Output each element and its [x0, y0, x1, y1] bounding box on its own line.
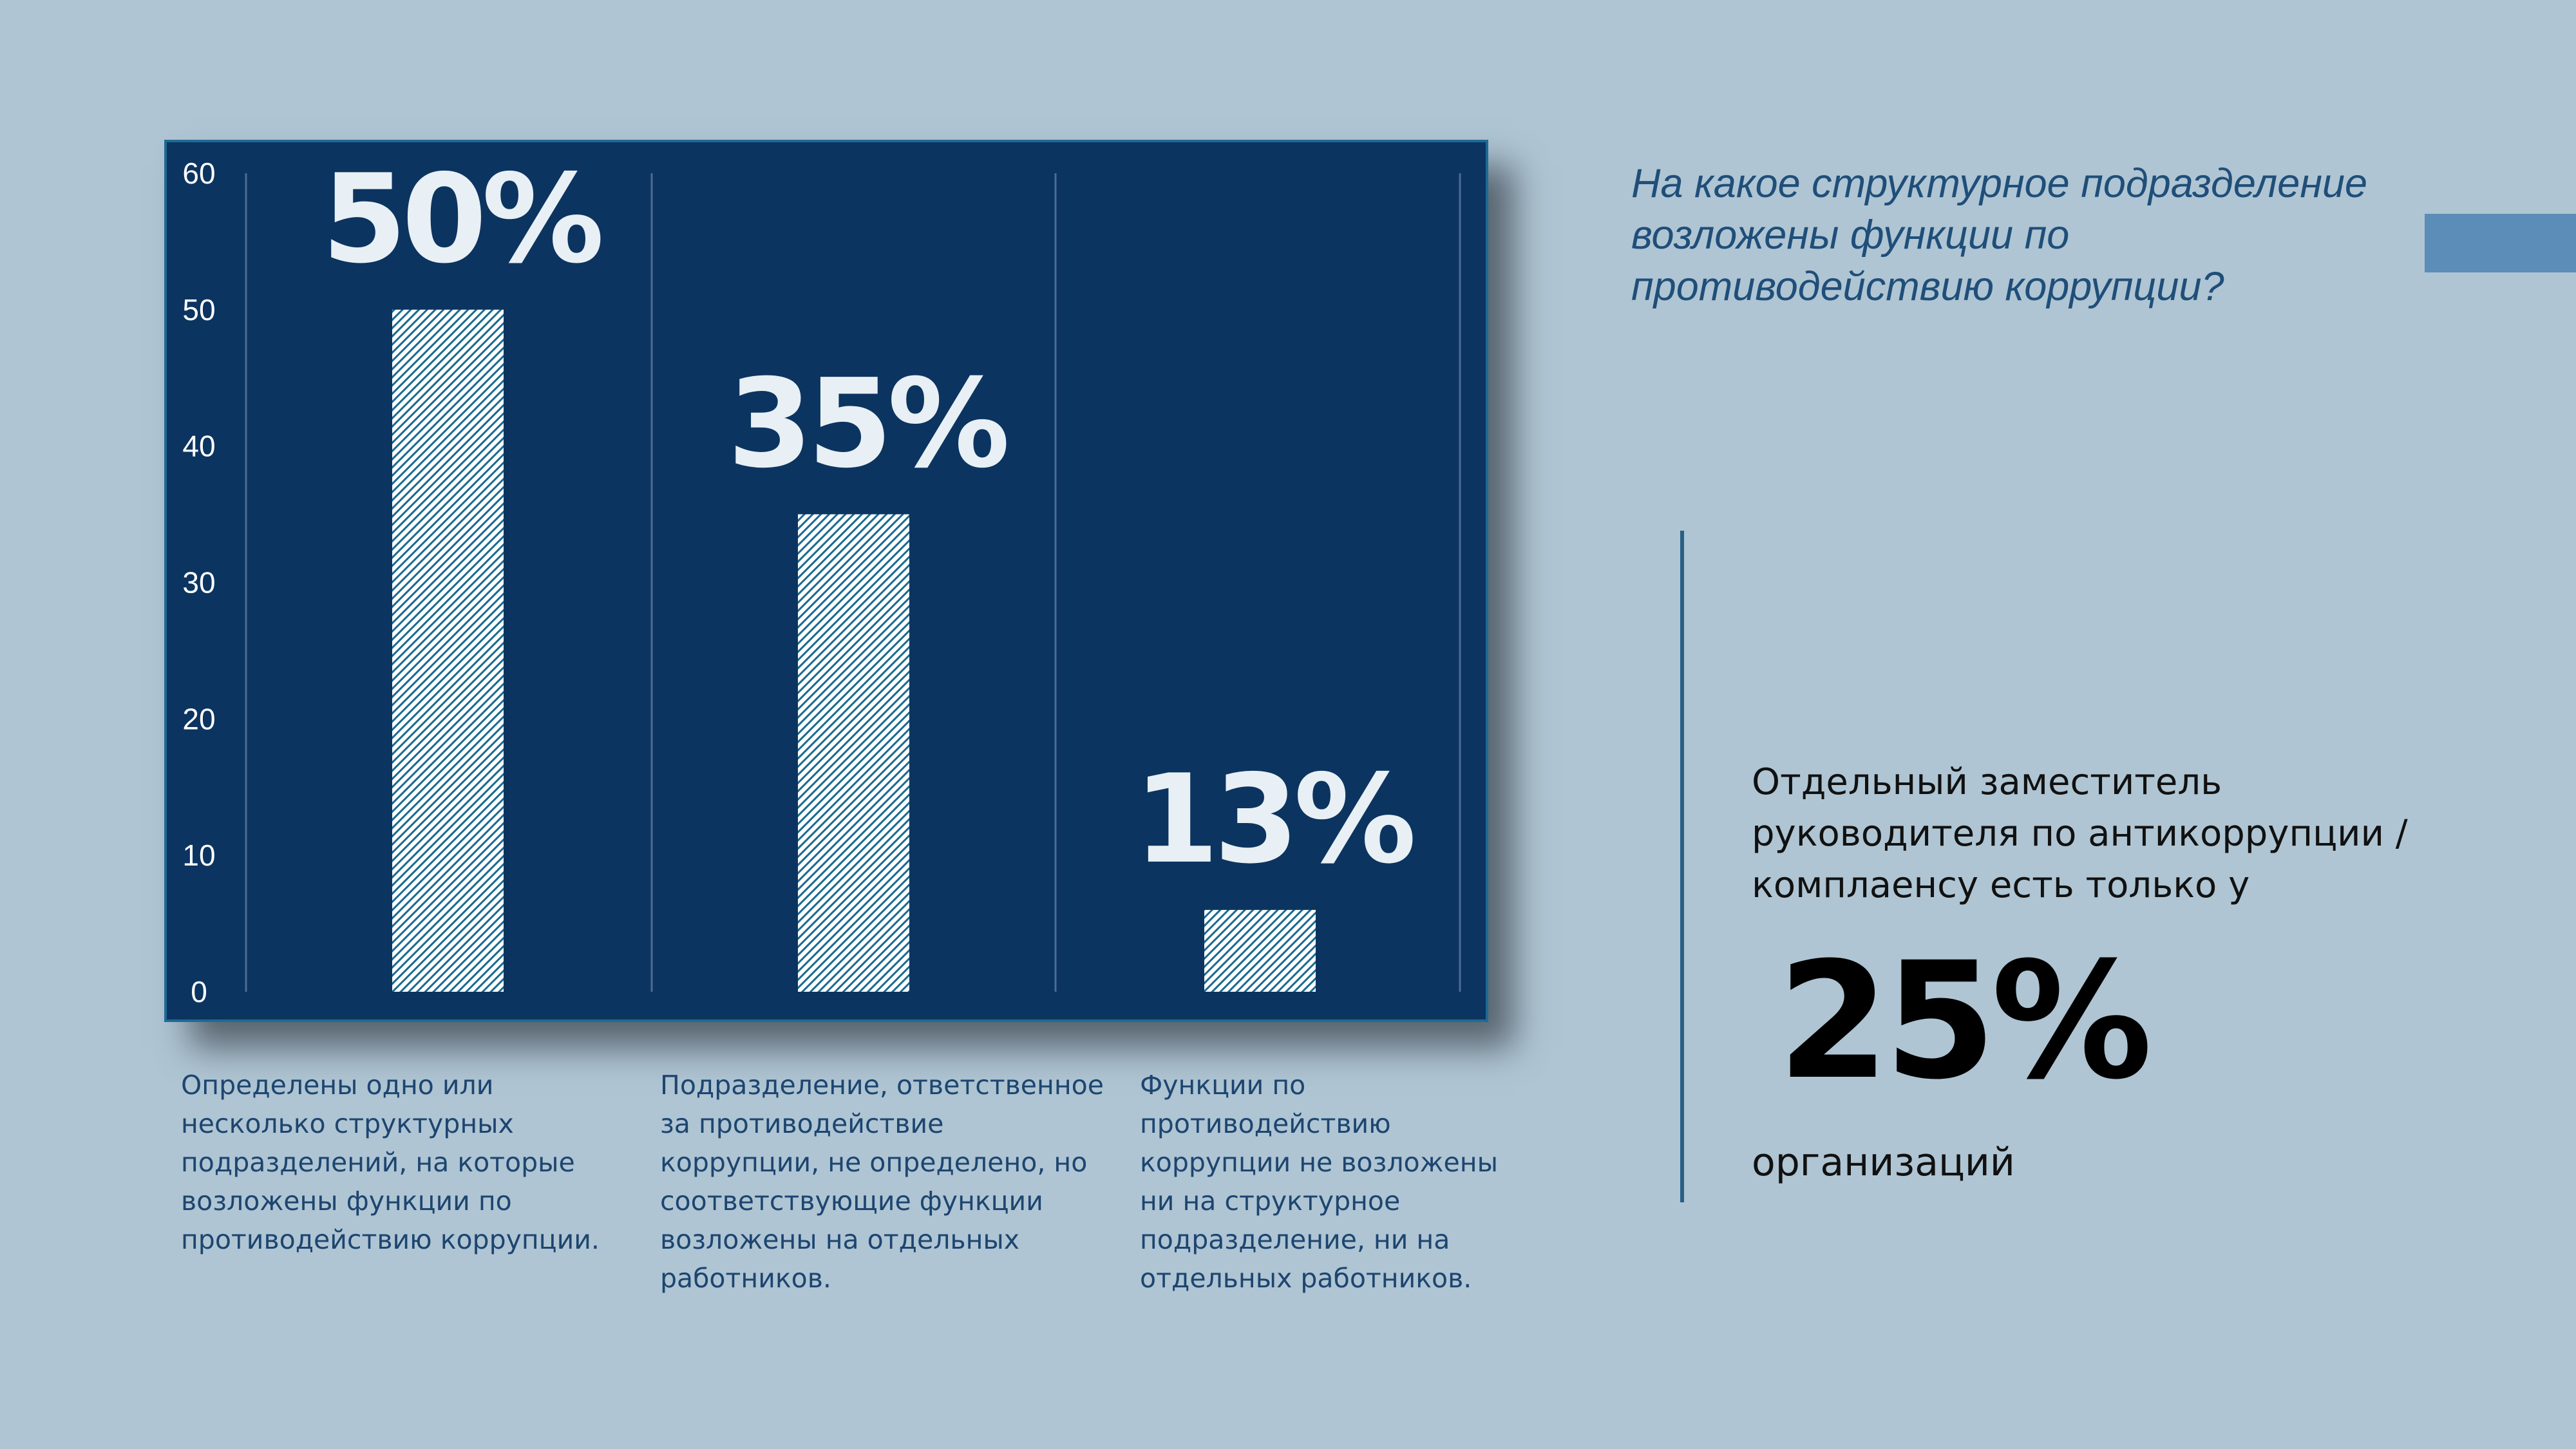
category-label-3: Функции по противодействию коррупции не …	[1140, 1070, 1498, 1294]
bar-3	[1204, 909, 1316, 992]
side-note-text: Отдельный заместитель руководителя по ан…	[1752, 761, 2408, 906]
y-tick-label: 0	[191, 975, 207, 1009]
accent-bar	[2425, 214, 2576, 272]
data-label-2: 35%	[728, 353, 1007, 495]
category-label-1: Определены одно или несколько структурны…	[181, 1070, 600, 1255]
bar-1	[392, 309, 504, 992]
bar-chart: 0 10 20 30 40 50 60 50% 35% 13%	[182, 148, 1461, 1009]
divider-line	[1680, 531, 1684, 1202]
question-heading: На какое структурное подразделение возло…	[1631, 161, 2368, 309]
side-note-value: 25%	[1777, 927, 2152, 1115]
bar-2	[798, 514, 909, 992]
data-label-3: 13%	[1134, 748, 1413, 891]
y-tick-label: 40	[182, 430, 215, 463]
y-tick-label: 20	[182, 702, 215, 735]
y-tick-label: 60	[182, 156, 215, 190]
chart-panel: 0 10 20 30 40 50 60 50% 35% 13%	[164, 140, 1488, 1022]
data-label-1: 50%	[322, 148, 601, 290]
category-label-2: Подразделение, ответственное за противод…	[660, 1070, 1104, 1294]
y-tick-label: 30	[182, 566, 215, 600]
y-tick-label: 10	[182, 838, 215, 872]
side-note-suffix: организаций	[1752, 1140, 2015, 1185]
y-tick-label: 50	[182, 293, 215, 327]
